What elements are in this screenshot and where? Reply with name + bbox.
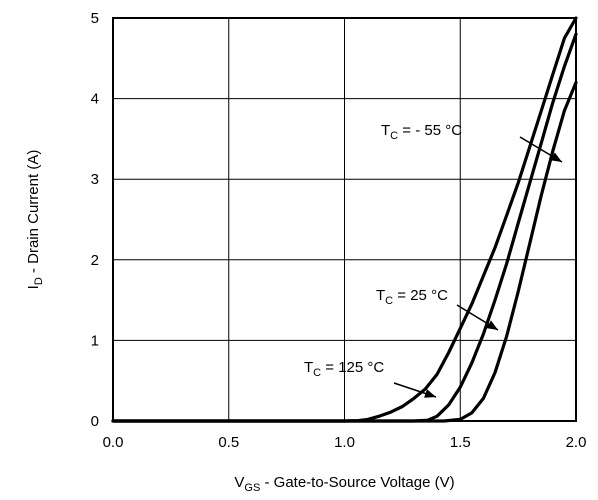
series-line	[111, 80, 578, 423]
series-label: TC = - 55 °C	[381, 122, 462, 142]
annotations: TC = 125 °C TC = 25 °C TC = - 55 °C	[304, 122, 563, 398]
y-tick-label: 0	[91, 413, 99, 430]
x-tick-label: 2.0	[566, 434, 587, 451]
series-line	[111, 32, 578, 423]
arrow-head	[550, 152, 562, 162]
y-tick-label: 3	[91, 171, 99, 188]
series-line	[111, 16, 578, 423]
tick-labels: 0.0 0.5 1.0 1.5 2.0 0 1 2 3 4 5	[91, 10, 587, 451]
x-tick-label: 0.0	[103, 434, 124, 451]
x-tick-label: 1.5	[450, 434, 471, 451]
series-label: TC = 125 °C	[304, 359, 384, 379]
y-tick-label: 5	[91, 10, 99, 27]
x-tick-label: 1.0	[334, 434, 355, 451]
arrow-head	[424, 389, 436, 398]
arrow-head	[486, 320, 498, 330]
x-axis-title: VGS - Gate-to-Source Voltage (V)	[234, 474, 454, 494]
y-tick-label: 1	[91, 332, 99, 349]
series-label: TC = 25 °C	[376, 287, 448, 307]
plot-frame	[112, 17, 577, 422]
y-tick-label: 4	[91, 91, 99, 108]
y-tick-label: 2	[91, 252, 99, 269]
y-axis-title: ID - Drain Current (A)	[25, 150, 45, 290]
curves	[111, 16, 578, 423]
x-tick-label: 0.5	[218, 434, 239, 451]
